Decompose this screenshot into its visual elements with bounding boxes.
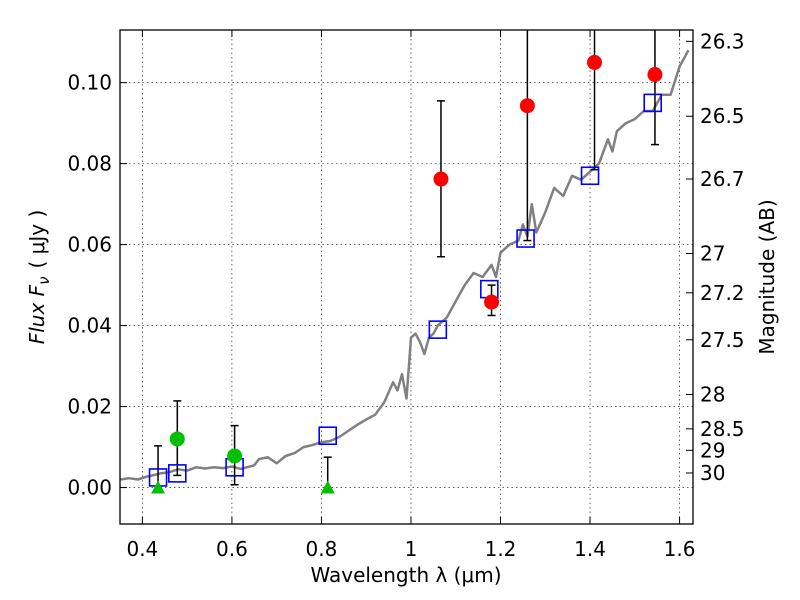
model-photometry-marker — [428, 320, 448, 339]
x-tick-label: 1 — [405, 537, 418, 561]
right-tick-label: 29 — [700, 438, 725, 462]
right-tick-label: 27.2 — [700, 281, 745, 305]
y-tick-label: 0.08 — [67, 152, 112, 176]
right-tick-label: 30 — [700, 461, 725, 485]
y-tick-label: 0.02 — [67, 395, 112, 419]
model-photometry-marker — [318, 426, 338, 446]
y-tick-label: 0.04 — [67, 314, 112, 338]
grid — [120, 30, 693, 524]
model-photometry-marker — [516, 229, 535, 248]
x-axis-label: Wavelength λ (μm) — [310, 563, 501, 587]
x-tick-label: 0.4 — [126, 537, 158, 561]
upper-limit-marker — [320, 480, 335, 494]
errorbar-layer — [154, 30, 659, 488]
x-tick-label: 1.6 — [664, 537, 696, 561]
spectrum-line — [120, 49, 690, 481]
right-tick-label: 27 — [700, 242, 725, 266]
model-photometry-marker — [643, 93, 663, 113]
y-axis-label-units: ( μJy ) — [25, 210, 49, 269]
detections_nir-marker — [519, 98, 535, 114]
y-axis-label-left: Flux Fν ( μJy ) — [25, 210, 53, 345]
detections_optical-marker — [169, 431, 185, 447]
right-tick-label: 26.5 — [700, 104, 745, 128]
right-tick-label: 26.3 — [700, 29, 745, 53]
axes-frame — [119, 29, 694, 525]
detections_nir-marker — [433, 171, 449, 187]
detections_nir-marker — [484, 294, 500, 310]
model-photometry-marker — [580, 166, 600, 186]
right-tick-label: 26.7 — [700, 167, 745, 191]
ticks-layer: 0.4 0.6 0.8 1 1.2 1.4 1.6 0.00 0.02 0.04 0.06 0.08 0… — [67, 29, 744, 561]
detections_optical-marker — [227, 448, 243, 464]
x-tick-label: 0.8 — [306, 537, 338, 561]
model-photometry-marker — [168, 464, 187, 483]
detections_nir-marker — [647, 67, 663, 83]
y-axis-label-right: Magnitude (AB) — [755, 199, 779, 354]
upper-limit-marker — [151, 480, 166, 494]
x-tick-label: 1.2 — [485, 537, 517, 561]
y-axis-label-main: Flux F — [25, 284, 49, 344]
x-tick-label: 1.4 — [574, 537, 606, 561]
right-tick-label: 27.5 — [700, 328, 745, 352]
y-tick-label: 0.06 — [67, 233, 112, 257]
detections_nir-marker — [587, 54, 603, 70]
spectrum-layer — [120, 49, 690, 481]
y-axis-label-sub: ν — [35, 276, 53, 284]
x-tick-label: 0.6 — [216, 537, 248, 561]
y-tick-label: 0.00 — [67, 476, 112, 500]
y-tick-label: 0.10 — [67, 71, 112, 95]
right-tick-label: 28 — [700, 382, 725, 406]
marker-layer — [148, 54, 663, 494]
right-tick-label: 28.5 — [700, 417, 745, 441]
